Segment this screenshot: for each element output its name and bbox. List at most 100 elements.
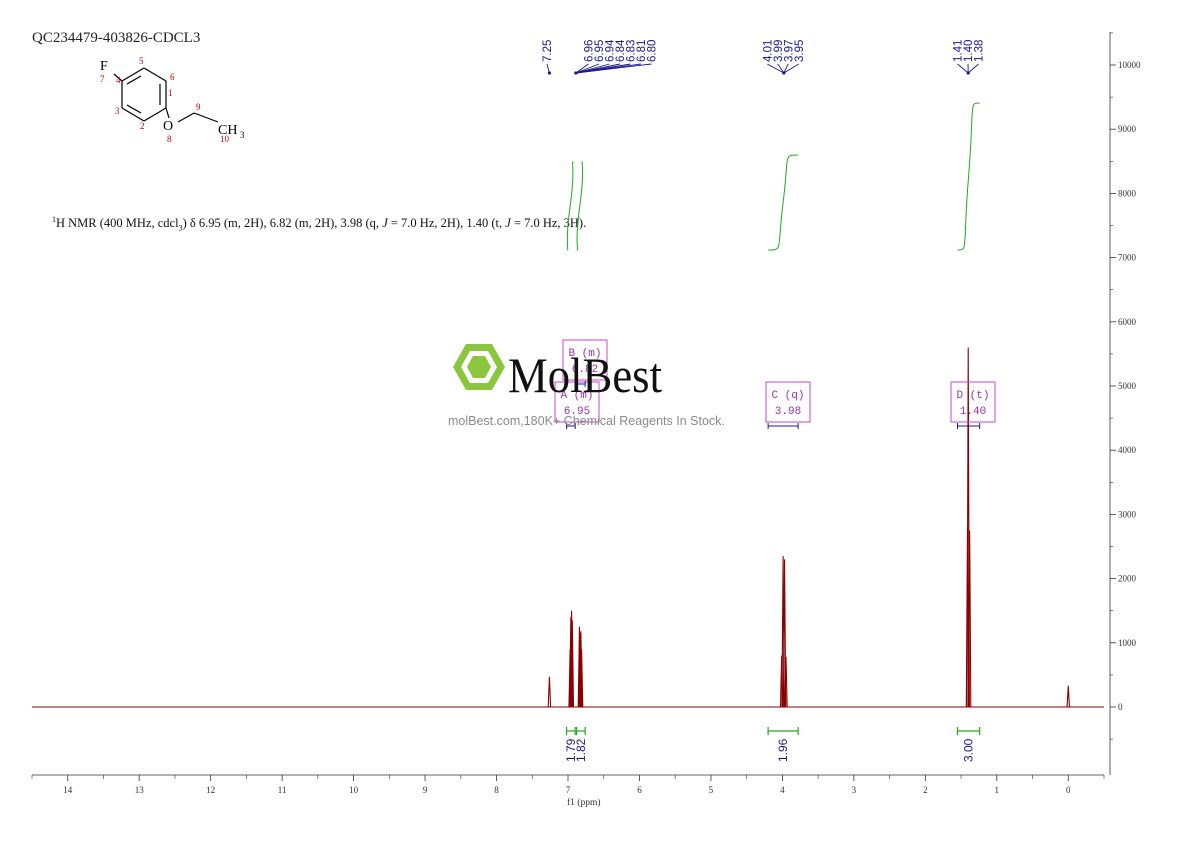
x-tick-label: 10 bbox=[349, 785, 359, 795]
nmr-desc-part1: H NMR (400 MHz, cdcl bbox=[56, 216, 179, 231]
y-tick-label: 9000 bbox=[1118, 124, 1137, 134]
spectrum-peak bbox=[569, 610, 574, 708]
multiplet-box bbox=[765, 381, 811, 423]
peak-leader-dot bbox=[547, 71, 552, 75]
y-tick-label: 10000 bbox=[1118, 60, 1141, 70]
y-tick-label: 0 bbox=[1118, 702, 1123, 712]
x-tick-label: 11 bbox=[278, 785, 287, 795]
nmr-desc-j2: J bbox=[505, 216, 511, 231]
multiplet-shift: 6.95 bbox=[564, 406, 590, 418]
spectrum-peak bbox=[784, 656, 788, 708]
peak-leader-line bbox=[957, 63, 969, 74]
y-tick-label: 3000 bbox=[1118, 509, 1137, 519]
integral-curve bbox=[957, 102, 980, 251]
peak-label: 6.81 bbox=[636, 40, 648, 62]
atom-number-2: 2 bbox=[140, 121, 145, 131]
peak-label: 6.84 bbox=[615, 39, 627, 62]
integral-regions: 1.791.82 1.96 3.00 bbox=[564, 727, 981, 762]
peak-leader-line bbox=[767, 63, 785, 74]
x-tick-label: 9 bbox=[423, 785, 428, 795]
nmr-desc-isotope: 1 bbox=[52, 215, 56, 224]
integral-value: 1.82 bbox=[574, 738, 588, 762]
peak-label: 6.95 bbox=[594, 40, 606, 62]
nmr-description: 1H NMR (400 MHz, cdcl3) δ 6.95 (m, 2H), … bbox=[52, 215, 586, 233]
peak-label: 3.95 bbox=[794, 40, 806, 62]
x-axis: 14 13 12 11 10 9 8 7 6 5 4 3 2 1 0 bbox=[31, 774, 1105, 795]
structure-bonds bbox=[113, 67, 219, 123]
hexagon-logo-icon bbox=[453, 344, 505, 390]
multiplet-label: C (q) bbox=[771, 390, 804, 402]
peak-label: 3.99 bbox=[773, 40, 785, 62]
integral-value: 1.79 bbox=[564, 738, 578, 762]
spectrum-peak bbox=[547, 676, 552, 708]
peak-label: 1.38 bbox=[974, 40, 986, 62]
nmr-desc-j1: J bbox=[382, 216, 388, 231]
peak-leader-line bbox=[575, 63, 600, 74]
peak-label: 4.01 bbox=[762, 40, 774, 62]
sample-id: QC234479-403826-CDCL3 bbox=[32, 30, 201, 46]
atom-number-10: 10 bbox=[220, 134, 230, 144]
x-tick-label: 2 bbox=[923, 785, 928, 795]
multiplet-label: D (t) bbox=[956, 390, 989, 402]
multiplet-shift: 3.98 bbox=[775, 406, 801, 418]
peak-leader-line bbox=[575, 63, 589, 74]
x-tick-label: 7 bbox=[566, 785, 571, 795]
x-tick-label: 3 bbox=[852, 785, 857, 795]
watermark-tagline: molBest.com,180K+ Chemical Reagents In S… bbox=[448, 414, 725, 428]
peak-label: 6.94 bbox=[605, 39, 617, 62]
multiplet-shift: 6.82 bbox=[572, 364, 598, 376]
peak-label: 1.41 bbox=[953, 40, 965, 62]
multiplet-label: A (m) bbox=[560, 390, 593, 402]
multiplet-label: B (m) bbox=[568, 348, 601, 360]
atom-F: F bbox=[100, 59, 108, 74]
x-tick-label: 5 bbox=[709, 785, 714, 795]
atom-number-5: 5 bbox=[139, 56, 144, 66]
y-tick-label: 2000 bbox=[1118, 574, 1137, 584]
peak-leader-line bbox=[575, 63, 652, 74]
integral-curve bbox=[576, 161, 584, 251]
atom-number-6: 6 bbox=[170, 72, 175, 82]
x-tick-label: 12 bbox=[206, 785, 215, 795]
peak-label: 3.97 bbox=[783, 40, 795, 62]
peak-leader-dot bbox=[966, 71, 970, 75]
atom-number-3: 3 bbox=[115, 106, 120, 116]
spectrum-peak bbox=[782, 559, 787, 708]
y-axis: 1000090008000700060005000400030002000100… bbox=[1109, 32, 1141, 775]
x-axis-label: f1 (ppm) bbox=[567, 797, 601, 808]
atom-CH: CH bbox=[218, 123, 237, 138]
peak-leader-dot bbox=[782, 71, 786, 75]
integral-curves bbox=[566, 102, 980, 251]
peak-label: 6.96 bbox=[584, 40, 596, 62]
y-tick-label: 5000 bbox=[1118, 381, 1137, 391]
peak-leader-line bbox=[967, 63, 979, 74]
atom-number-8: 8 bbox=[167, 134, 172, 144]
integral-value: 3.00 bbox=[962, 738, 976, 762]
peak-leader-line bbox=[777, 63, 785, 74]
x-tick-label: 4 bbox=[780, 785, 785, 795]
watermark-logo-text: MolBest bbox=[508, 347, 662, 400]
x-tick-label: 0 bbox=[1066, 785, 1071, 795]
atom-number-1: 1 bbox=[168, 88, 173, 98]
atom-numbers: 1 2 3 4 5 6 7 8 9 10 bbox=[100, 56, 230, 144]
peak-label: 1.40 bbox=[963, 40, 975, 62]
peak-label: 6.80 bbox=[647, 40, 659, 62]
y-tick-label: 6000 bbox=[1118, 317, 1137, 327]
multiplet-boxes: A (m) 6.95 B (m) 6.82 C (q) 3.98 D (t) 1.40 bbox=[554, 339, 996, 429]
chemical-structure: F O CH 3 1 2 3 4 5 6 7 8 9 10 bbox=[100, 56, 245, 144]
multiplet-box bbox=[562, 339, 608, 381]
spectrum-peak bbox=[570, 620, 575, 708]
spectrum-peak bbox=[1066, 685, 1071, 708]
nmr-desc-part2: ) δ 6.95 (m, 2H), 6.82 (m, 2H), 3.98 (q, bbox=[182, 216, 383, 231]
x-tick-label: 8 bbox=[494, 785, 499, 795]
nmr-desc-solvent-sub: 3 bbox=[178, 223, 183, 233]
multiplet-box bbox=[950, 381, 996, 423]
spectrum-peak bbox=[967, 530, 972, 708]
spectrum-peak bbox=[579, 631, 583, 708]
atom-CH-subscript: 3 bbox=[240, 130, 245, 140]
peak-leader-line bbox=[783, 63, 789, 74]
y-tick-label: 4000 bbox=[1118, 445, 1137, 455]
atom-number-7: 7 bbox=[100, 74, 105, 84]
x-tick-label: 13 bbox=[135, 785, 145, 795]
nmr-desc-part3: = 7.0 Hz, 2H), 1.40 (t, bbox=[387, 216, 506, 231]
y-tick-label: 1000 bbox=[1118, 638, 1137, 648]
